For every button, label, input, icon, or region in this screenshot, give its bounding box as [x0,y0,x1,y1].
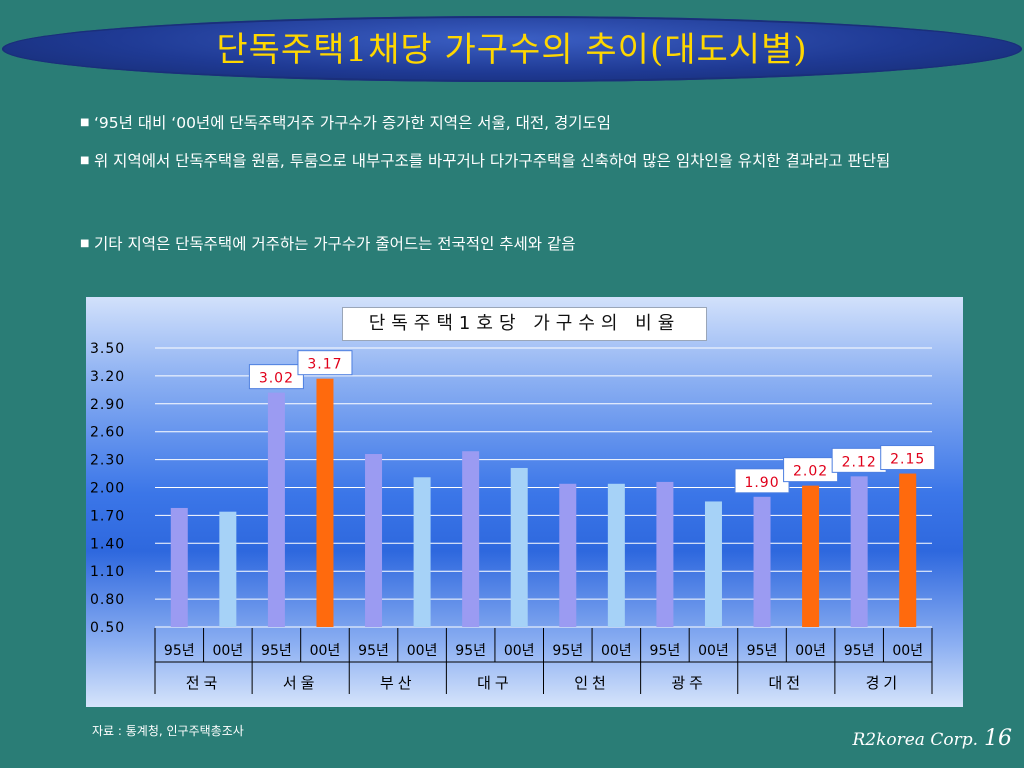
bullet-text: ‘95년 대비 ‘00년에 단독주택거주 가구수가 증가한 지역은 서울, 대전… [94,114,612,132]
y-tick-label: 1.10 [90,564,125,580]
bar [899,473,917,627]
square-bullet-icon: ■ [80,117,90,128]
chart-title: 단독주택1호당 가구수의 비율 [342,307,707,341]
x-group-label: 전국 [186,674,222,692]
bullet-text: 기타 지역은 단독주택에 거주하는 가구수가 줄어드는 전국적인 추세와 같음 [94,235,576,253]
x-tick-label: 95년 [358,643,389,659]
page-number: 16 [984,726,1012,751]
data-label: 3.02 [259,371,294,387]
bar [704,501,722,627]
bar [170,507,188,627]
bullet-item: ■ 위 지역에서 단독주택을 원룸, 투룸으로 내부구조를 바꾸거나 다가구주택… [80,144,954,178]
square-bullet-icon: ■ [80,155,90,166]
bar [510,467,528,627]
y-tick-label: 1.40 [90,536,125,552]
footer: R2korea Corp. 16 [852,726,1012,751]
y-tick-label: 3.50 [90,341,125,357]
x-tick-label: 00년 [892,643,923,659]
bar [802,485,820,627]
bar [753,496,771,627]
x-tick-label: 00년 [601,643,632,659]
x-group-label: 대구 [477,674,513,692]
data-label-box [248,364,304,390]
bullet-text: 위 지역에서 단독주택을 원룸, 투룸으로 내부구조를 바꾸거나 다가구주택을 … [94,152,891,170]
bar [316,378,334,627]
y-tick-label: 2.60 [90,425,125,441]
y-tick-label: 0.80 [90,592,125,608]
data-label-box [734,468,790,494]
y-tick-label: 2.30 [90,453,125,469]
x-tick-label: 00년 [212,643,243,659]
x-tick-label: 95년 [164,643,195,659]
bullet-item: ■ 기타 지역은 단독주택에 거주하는 가구수가 줄어드는 전국적인 추세와 같… [80,233,575,255]
x-tick-label: 95년 [844,643,875,659]
bar [607,483,625,627]
x-group-label: 인천 [574,674,610,692]
x-tick-label: 95년 [747,643,778,659]
data-label: 2.15 [890,452,925,468]
bar [219,511,237,627]
bar [365,454,383,627]
x-tick-label: 00년 [407,643,438,659]
x-tick-label: 00년 [504,643,535,659]
bullet-item: ■ ‘95년 대비 ‘00년에 단독주택거주 가구수가 증가한 지역은 서울, … [80,112,611,134]
x-tick-label: 95년 [552,643,583,659]
y-tick-label: 2.00 [90,481,125,497]
y-tick-label: 0.50 [90,620,125,636]
bar [656,481,674,627]
data-label: 1.90 [744,475,779,491]
x-group-label: 광주 [671,674,707,692]
data-label: 3.17 [307,357,342,373]
y-tick-label: 2.90 [90,397,125,413]
x-tick-label: 95년 [455,643,486,659]
bar [413,477,431,627]
x-group-label: 부산 [380,674,416,692]
slide-title: 단독주택1채당 가구수의 추이(대도시별) [216,30,808,70]
square-bullet-icon: ■ [80,238,90,249]
company-name: R2korea Corp. [852,730,978,750]
bar [559,483,577,627]
x-group-label: 서울 [283,674,319,692]
bar [462,451,480,627]
source-note: 자료 : 통계청, 인구주택총조사 [92,724,244,738]
data-label: 2.02 [793,464,828,480]
data-label-box [297,350,353,376]
x-group-label: 대전 [769,674,805,692]
title-banner [2,16,1022,82]
x-tick-label: 95년 [650,643,681,659]
data-label-box [880,445,936,471]
y-tick-label: 1.70 [90,508,125,524]
x-tick-label: 00년 [698,643,729,659]
bar [850,476,868,627]
x-tick-label: 00년 [795,643,826,659]
data-label: 2.12 [842,454,877,470]
x-tick-label: 00년 [310,643,341,659]
x-tick-label: 95년 [261,643,292,659]
data-label-box [783,457,839,483]
x-group-label: 경기 [866,674,902,692]
y-tick-label: 3.20 [90,369,125,385]
bar [267,392,285,627]
